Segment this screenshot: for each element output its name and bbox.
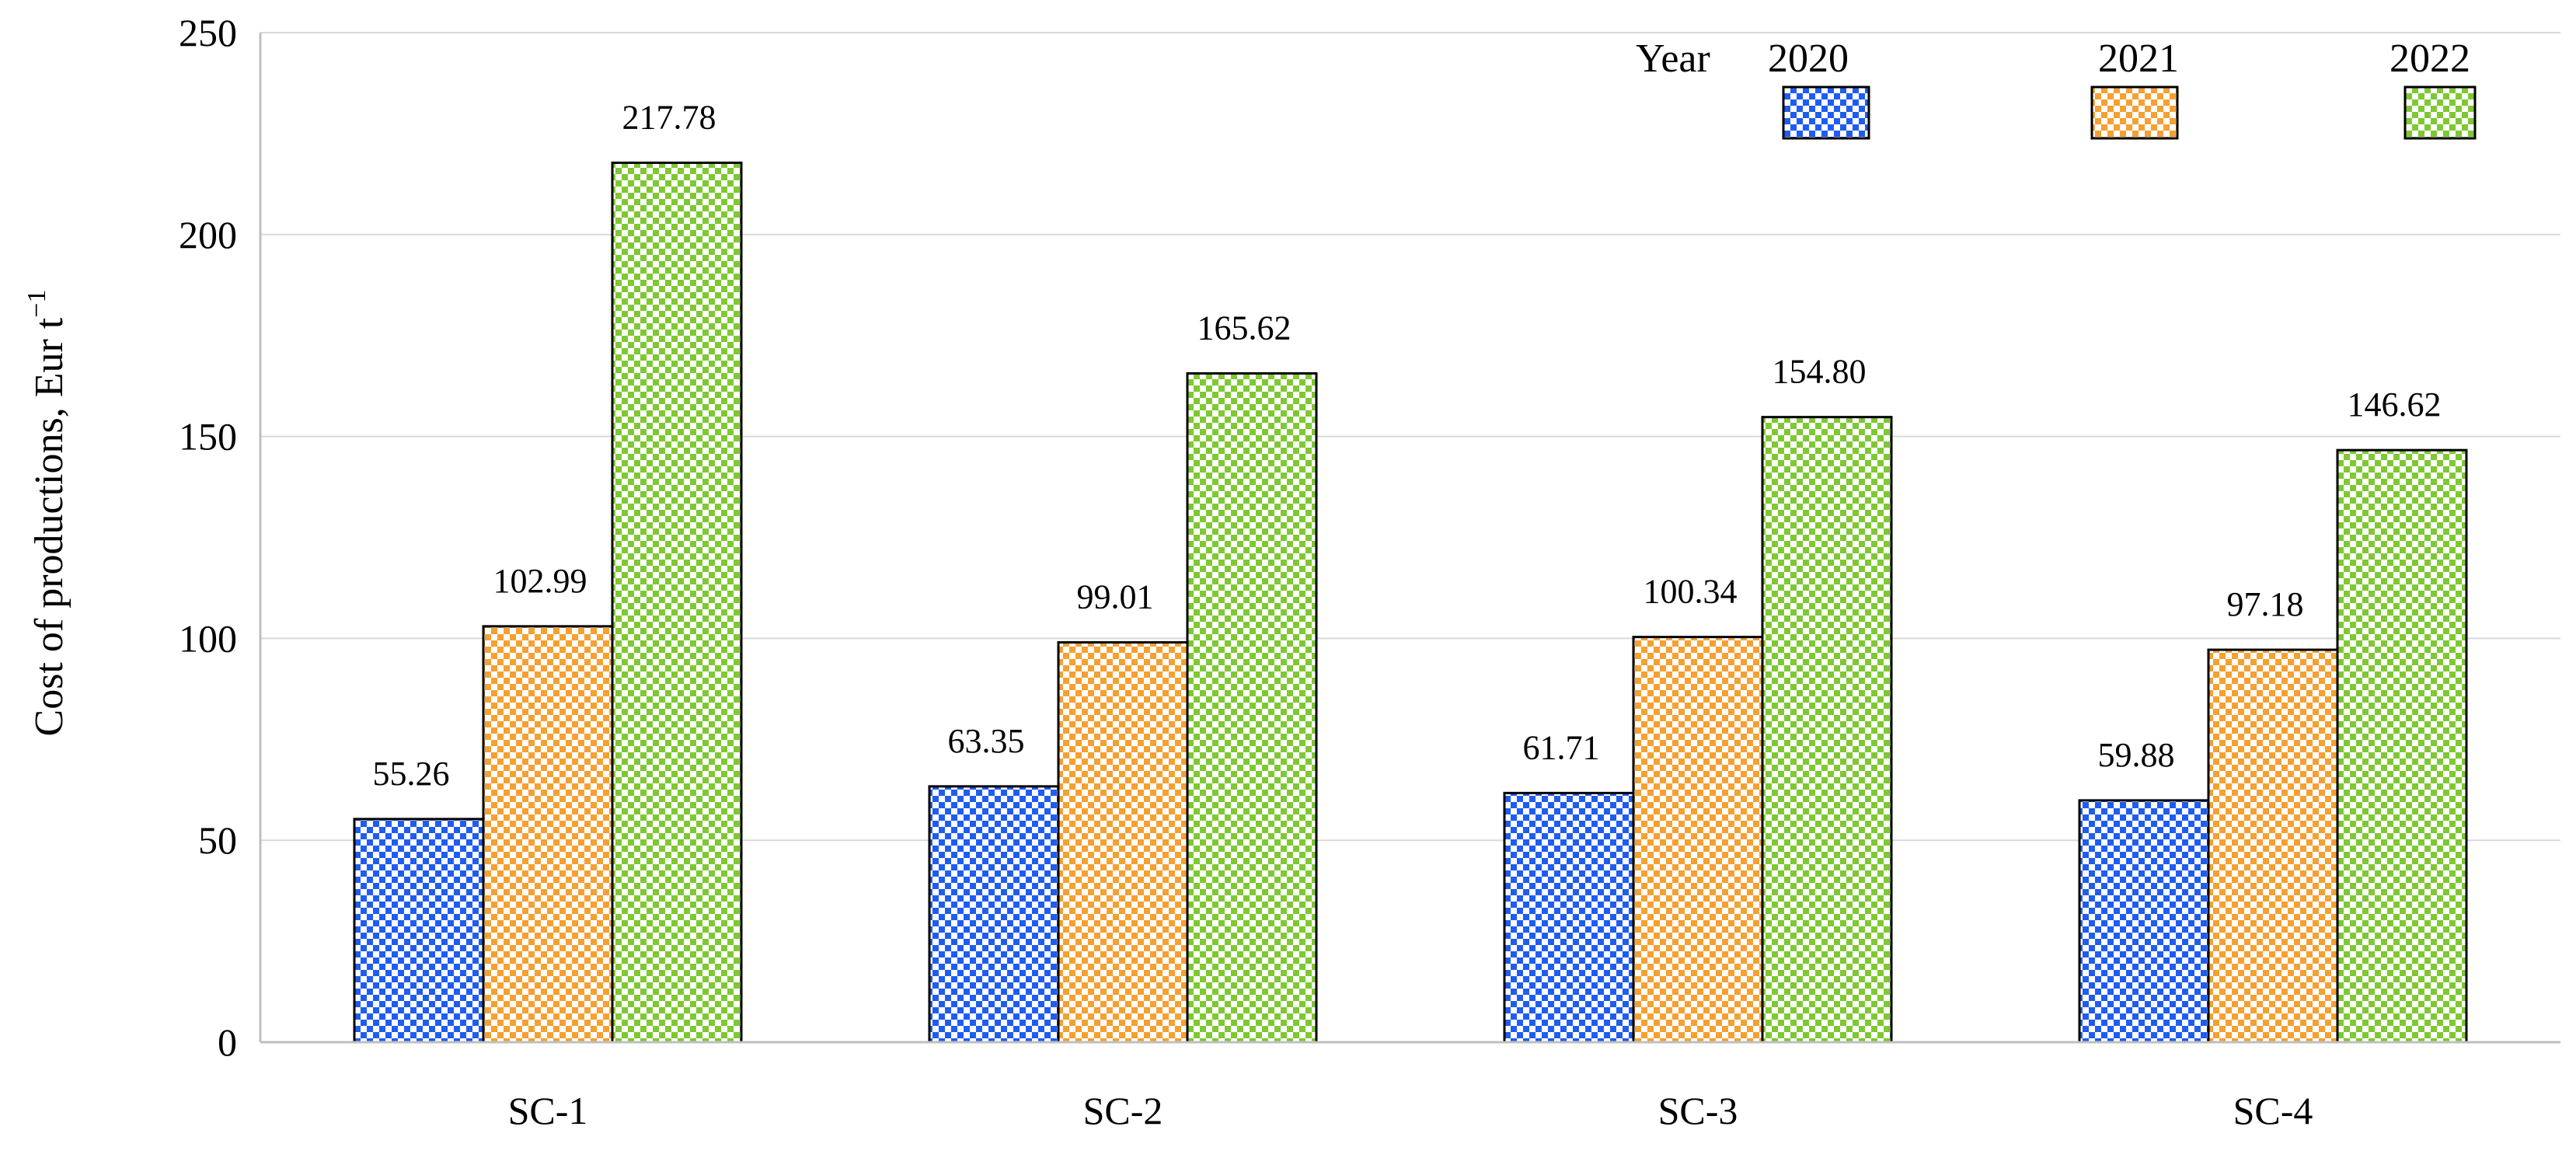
legend-label-2020: 2020 bbox=[1768, 37, 1849, 81]
bar-sc-2-2022 bbox=[1186, 371, 1318, 1044]
data-label-sc-1-2021: 102.99 bbox=[493, 562, 587, 600]
bar-sc-3-2020 bbox=[1503, 791, 1635, 1044]
legend-swatch-2021 bbox=[2090, 85, 2179, 140]
bar-sc-4-2021 bbox=[2207, 648, 2339, 1044]
bar-sc-1-2021 bbox=[482, 625, 614, 1044]
axes: 0 50 100 150 200 250 SC-1 SC-2 SC-3 SC-4 bbox=[179, 11, 2560, 1132]
bar-sc-4-2020 bbox=[2078, 799, 2210, 1044]
y-tick-label: 250 bbox=[179, 11, 237, 54]
y-tick-label: 100 bbox=[179, 616, 237, 660]
x-category-label: SC-1 bbox=[508, 1089, 588, 1132]
legend-item-2022: 2022 bbox=[2390, 37, 2477, 140]
data-label-sc-2-2020: 63.35 bbox=[948, 722, 1025, 760]
data-label-sc-3-2022: 154.80 bbox=[1773, 353, 1867, 391]
x-category-label: SC-3 bbox=[1658, 1089, 1738, 1132]
data-label-sc-4-2022: 146.62 bbox=[2348, 385, 2442, 424]
bar-sc-1-2022 bbox=[611, 161, 743, 1044]
legend-label-2021: 2021 bbox=[2098, 37, 2179, 81]
data-label-sc-2-2022: 165.62 bbox=[1197, 309, 1291, 347]
legend-label-2022: 2022 bbox=[2390, 37, 2470, 81]
bar-sc-4-2022 bbox=[2336, 448, 2468, 1044]
data-label-sc-1-2022: 217.78 bbox=[622, 98, 716, 136]
legend-item-2021: 2021 bbox=[2090, 37, 2179, 140]
y-tick-label: 50 bbox=[198, 818, 237, 862]
bar-sc-1-2020 bbox=[353, 818, 485, 1044]
bars bbox=[353, 161, 2468, 1044]
bar-sc-2-2021 bbox=[1057, 641, 1189, 1044]
legend-swatch-2020 bbox=[1782, 85, 1870, 140]
legend-title: Year bbox=[1636, 37, 1710, 81]
legend: Year 2020 2021 2022 bbox=[1636, 37, 2477, 140]
x-category-label: SC-2 bbox=[1083, 1089, 1163, 1132]
y-tick-label: 200 bbox=[179, 213, 237, 256]
bar-sc-3-2022 bbox=[1761, 416, 1893, 1044]
data-label-sc-3-2020: 61.71 bbox=[1523, 728, 1600, 766]
x-category-label: SC-4 bbox=[2233, 1089, 2313, 1132]
data-label-sc-2-2021: 99.01 bbox=[1077, 578, 1154, 616]
data-labels: 55.26 102.99 217.78 63.35 99.01 165.62 61.71 10… bbox=[373, 98, 2442, 792]
y-tick-label: 150 bbox=[179, 415, 237, 459]
data-label-sc-4-2020: 59.88 bbox=[2098, 736, 2175, 774]
y-axis-title: Cost of productions, Eur t−1 bbox=[23, 290, 71, 737]
bar-sc-3-2021 bbox=[1632, 636, 1764, 1044]
bar-sc-2-2020 bbox=[928, 785, 1060, 1044]
y-tick-label: 0 bbox=[218, 1020, 237, 1064]
data-label-sc-3-2021: 100.34 bbox=[1644, 573, 1738, 611]
legend-item-2020: 2020 bbox=[1768, 37, 1870, 140]
data-label-sc-1-2020: 55.26 bbox=[373, 755, 450, 793]
data-label-sc-4-2021: 97.18 bbox=[2227, 585, 2304, 623]
legend-swatch-2022 bbox=[2403, 85, 2477, 140]
